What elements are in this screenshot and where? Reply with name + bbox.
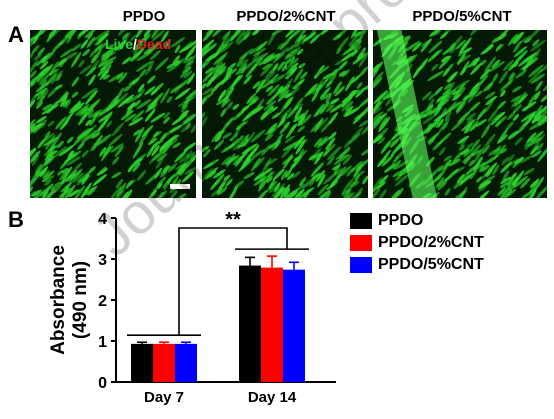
y-tick-label-3: 3 [98, 252, 107, 269]
slash-label: / [133, 36, 137, 52]
bar-0-1 [153, 343, 175, 382]
legend-swatch-ppdo-5cnt [350, 257, 372, 273]
y-tick-label-1: 1 [98, 334, 107, 351]
legend-item-ppdo-5cnt: PPDO/5%CNT [350, 256, 484, 274]
legend-swatch-ppdo [350, 213, 372, 229]
bar-1-2 [283, 269, 305, 382]
image-title-ppdo-5cnt: PPDO/5%CNT [412, 8, 512, 25]
bar-1-0 [239, 265, 261, 382]
micrograph-ppdo-5cnt [373, 30, 547, 198]
significance-label: ** [225, 209, 241, 231]
micrograph-ppdo-texture [30, 30, 196, 198]
legend-swatch-ppdo-2cnt [350, 235, 372, 251]
micrograph-ppdo-2cnt [202, 30, 368, 198]
image-title-ppdo: PPDO [122, 8, 166, 25]
legend-text-ppdo-5cnt: PPDO/5%CNT [378, 256, 484, 273]
live-label: Live [105, 36, 134, 52]
image-title-ppdo-2cnt: PPDO/2%CNT [236, 8, 336, 25]
bar-0-0 [131, 343, 153, 382]
micrograph-ppdo-2cnt-texture [202, 30, 368, 198]
live-dead-label: Live/Dead [105, 36, 171, 52]
panel-a-label: A [8, 22, 24, 47]
scale-bar [170, 184, 190, 189]
y-tick-label-2: 2 [98, 293, 107, 310]
dead-label: Dead [136, 36, 172, 52]
y-tick-label-0: 0 [98, 375, 107, 392]
y-tick-label-4: 4 [98, 211, 107, 228]
bar-chart: 0 1 2 3 4 Absorbance (490 nm) Day 7 Day 14 ** [48, 209, 336, 406]
micrograph-ppdo-5cnt-texture [373, 30, 547, 198]
micrograph-ppdo [30, 30, 196, 198]
y-axis-label-line2: (490 nm) [70, 261, 91, 339]
legend-text-ppdo: PPDO [378, 212, 424, 229]
legend-item-ppdo-2cnt: PPDO/2%CNT [350, 234, 484, 252]
x-tick-label-0: Day 7 [144, 389, 184, 406]
legend-item-ppdo: PPDO [350, 212, 423, 230]
panel-b-label: B [8, 207, 24, 232]
bar-0-2 [175, 343, 197, 382]
x-tick-label-1: Day 14 [248, 389, 297, 406]
significance-bracket [178, 227, 288, 336]
bar-1-1 [261, 267, 283, 382]
y-axis-label-line1: Absorbance [48, 245, 69, 355]
legend-text-ppdo-2cnt: PPDO/2%CNT [378, 234, 484, 251]
